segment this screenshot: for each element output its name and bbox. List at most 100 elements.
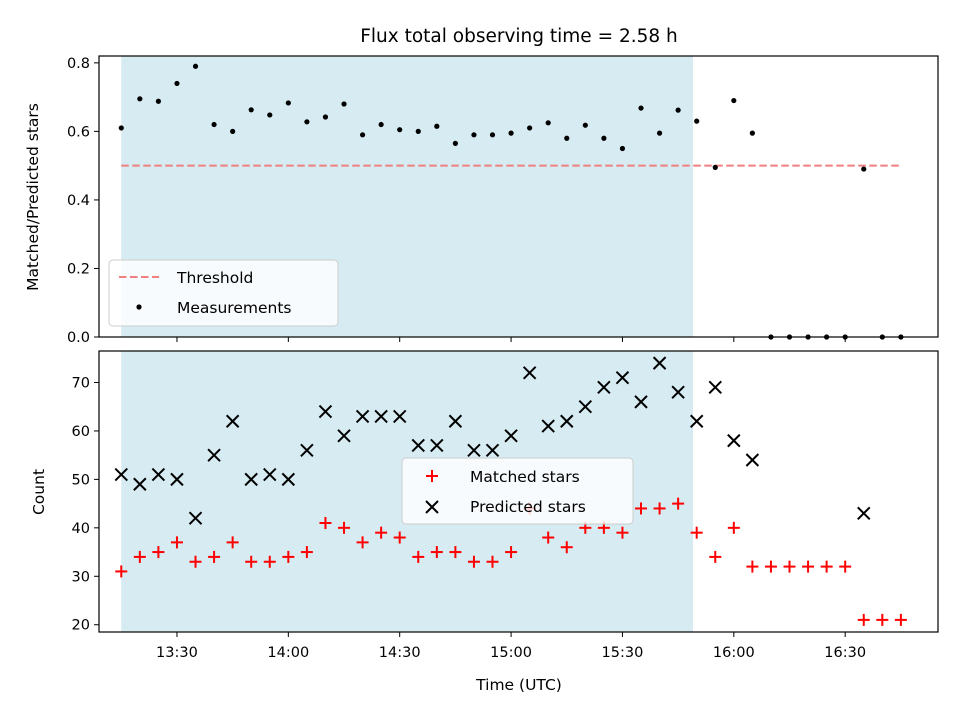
legend-predicted-swatch (425, 500, 439, 514)
predicted-star-marker (708, 380, 722, 395)
measurement-point (861, 166, 867, 172)
matched-star-marker (894, 613, 907, 626)
top-y-tick-label: 0.4 (67, 193, 90, 209)
predicted-star-marker (188, 511, 203, 525)
matched-star-marker (393, 531, 406, 544)
predicted-star-marker (411, 438, 425, 453)
predicted-star-marker (597, 380, 611, 395)
x-tick-label: 14:30 (379, 645, 421, 661)
matched-star-marker (467, 555, 480, 568)
predicted-star-marker (522, 366, 537, 380)
chart-title: Flux total observing time = 2.58 h (360, 26, 678, 47)
legend-threshold-label: Threshold (176, 269, 253, 287)
top-y-axis-label: Matched/Predicted stars (24, 103, 42, 291)
matched-star-marker (430, 546, 443, 559)
measurement-point (545, 120, 551, 126)
predicted-star-marker (485, 443, 500, 458)
matched-star-marker (449, 546, 462, 559)
matched-star-marker (783, 560, 796, 573)
matched-star-marker (263, 555, 276, 568)
matched-star-marker (802, 560, 815, 573)
matched-star-marker (820, 560, 833, 573)
predicted-star-marker (448, 414, 463, 428)
bottom-legend: Matched stars Predicted stars (401, 457, 634, 525)
x-tick-label: 14:00 (267, 645, 309, 661)
bottom-y-axis-label: Count (30, 469, 48, 515)
legend-measurements-label: Measurements (177, 299, 292, 317)
predicted-star-marker (430, 438, 444, 453)
top-y-tick-label: 0.2 (67, 261, 90, 277)
x-tick-label: 15:00 (490, 645, 532, 661)
predicted-star-marker (355, 409, 370, 424)
predicted-star-marker (467, 443, 481, 458)
measurement-point (192, 63, 199, 69)
measurement-point (137, 96, 143, 102)
matched-star-marker (375, 526, 388, 539)
measurement-point (118, 125, 124, 131)
top-panel: 0.00.20.40.60.8 Matched/Predicted stars … (24, 55, 939, 346)
predicted-star-marker (689, 414, 704, 428)
matched-star-marker (653, 502, 666, 515)
top-legend-box (108, 259, 339, 327)
measurement-point (656, 130, 663, 136)
predicted-star-marker (151, 467, 166, 482)
measurement-point (304, 119, 310, 125)
matched-star-marker (746, 560, 759, 573)
predicted-star-marker (541, 419, 555, 433)
matched-star-marker (542, 531, 555, 544)
measurement-point (731, 97, 737, 104)
measurement-point (434, 123, 440, 129)
measurement-point (267, 112, 273, 118)
x-axis-label: Time (UTC) (475, 676, 562, 694)
predicted-star-marker (170, 472, 184, 487)
measurement-point (694, 118, 700, 124)
bottom-y-tick-label: 50 (72, 472, 90, 488)
matched-star-marker (300, 546, 313, 559)
matched-star-marker (709, 550, 722, 563)
measurement-point (582, 122, 588, 128)
measurement-point (601, 135, 607, 141)
predicted-star-marker (263, 467, 277, 482)
predicted-star-marker (504, 429, 518, 443)
matched-star-marker (245, 555, 258, 568)
matched-star-marker (672, 497, 685, 510)
predicted-star-marker (857, 506, 871, 521)
measurement-point (471, 132, 477, 138)
predicted-star-marker (300, 443, 314, 458)
matched-star-marker (876, 613, 889, 626)
matched-star-marker (412, 550, 425, 563)
measurement-point (378, 121, 384, 128)
measurement-point (285, 100, 291, 106)
bottom-y-tick-label: 60 (72, 424, 90, 440)
top-legend: Threshold Measurements (108, 259, 339, 327)
matched-star-marker (560, 541, 573, 554)
bottom-y-tick-label: 20 (72, 618, 90, 634)
predicted-star-marker (225, 414, 240, 428)
measurement-point (359, 132, 366, 138)
measurement-point (397, 127, 403, 133)
predicted-star-marker (634, 395, 648, 409)
measurement-point (619, 145, 626, 152)
predicted-star-marker (392, 409, 407, 424)
bottom-legend-box (401, 457, 634, 525)
bottom-y-tick-label: 30 (72, 569, 90, 585)
x-tick-label: 13:30 (156, 645, 198, 661)
matched-star-marker (356, 536, 369, 549)
top-y-tick-label: 0.6 (67, 124, 90, 140)
predicted-star-marker (114, 467, 128, 482)
measurement-point (749, 130, 755, 136)
measurement-point (155, 98, 161, 104)
matched-star-marker (226, 536, 239, 549)
predicted-star-marker (281, 472, 296, 487)
measurement-point (489, 132, 496, 138)
measurement-point (508, 130, 514, 136)
predicted-star-marker (560, 414, 574, 428)
matched-star-marker (115, 565, 128, 578)
predicted-star-marker (671, 385, 685, 399)
top-y-ticks: 0.0 0.2 0.4 0.6 0.8 (67, 56, 99, 346)
legend-predicted-label: Predicted stars (470, 498, 586, 516)
predicted-star-marker (652, 356, 667, 370)
bottom-y-ticks: 20 30 40 50 60 70 (72, 375, 99, 634)
measurement-point (248, 107, 254, 113)
